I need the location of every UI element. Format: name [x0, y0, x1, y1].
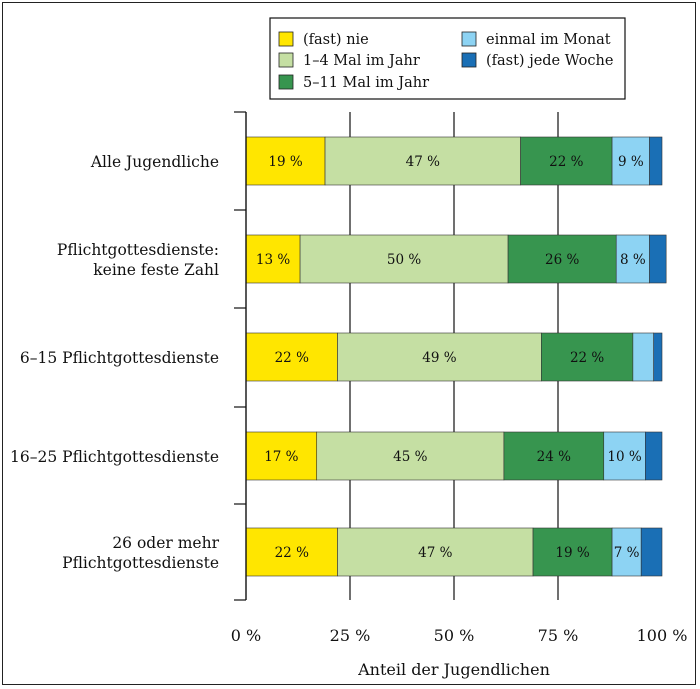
bar-segment	[615, 234, 650, 284]
category-label: Pflichtgottesdienste	[62, 554, 219, 572]
bar-segment	[324, 136, 521, 186]
bar-segment	[649, 234, 667, 284]
bar-segment	[245, 527, 338, 577]
legend-label: 5–11 Mal im Jahr	[303, 75, 429, 91]
legend-swatch	[461, 52, 477, 68]
bar-segment	[649, 136, 663, 186]
legend-box	[269, 17, 626, 100]
x-tick-label: 50 %	[434, 626, 475, 645]
data-label: 13 %	[256, 252, 290, 268]
data-label: 17 %	[264, 449, 298, 465]
bar-segment	[541, 332, 634, 382]
bar-segment	[503, 431, 605, 481]
bar-segment	[611, 527, 642, 577]
legend-label: 1–4 Mal im Jahr	[303, 53, 420, 69]
category-label: 26 oder mehr	[112, 534, 219, 552]
data-label: 22 %	[549, 154, 583, 170]
data-label: 26 %	[545, 252, 579, 268]
bar-segment	[645, 431, 663, 481]
bar-segment	[299, 234, 509, 284]
x-tick-label: 0 %	[231, 626, 261, 645]
data-label: 19 %	[268, 154, 302, 170]
data-label: 10 %	[607, 449, 641, 465]
data-label: 9 %	[618, 154, 644, 170]
category-label: keine feste Zahl	[93, 261, 219, 279]
x-tick-label: 25 %	[330, 626, 371, 645]
legend-swatch	[461, 31, 477, 47]
data-label: 50 %	[387, 252, 421, 268]
legend-swatch	[278, 31, 294, 47]
legend-swatch	[278, 74, 294, 90]
bar-segment	[520, 136, 613, 186]
bar-segment	[632, 332, 654, 382]
bar-segment	[653, 332, 663, 382]
bar-segment	[316, 431, 505, 481]
data-label: 8 %	[620, 252, 646, 268]
legend-label: (fast) jede Woche	[486, 53, 613, 69]
legend-label: (fast) nie	[303, 32, 369, 48]
bar-segment	[640, 527, 663, 577]
bar-segment	[245, 332, 338, 382]
bar-segment	[245, 136, 326, 186]
legend-swatch	[278, 52, 294, 68]
data-label: 24 %	[537, 449, 571, 465]
category-label: Pflichtgottesdienste:	[57, 241, 219, 259]
data-label: 47 %	[418, 545, 452, 561]
bar-segment	[603, 431, 646, 481]
category-label: 6–15 Pflichtgottesdienste	[20, 349, 219, 367]
data-label: 22 %	[275, 545, 309, 561]
category-label: Alle Jugendliche	[90, 153, 219, 171]
bar-segment	[245, 234, 301, 284]
data-label: 45 %	[393, 449, 427, 465]
legend-label: einmal im Monat	[486, 32, 611, 48]
data-label: 49 %	[422, 350, 456, 366]
x-axis-title: Anteil der Jugendlichen	[357, 660, 550, 679]
category-label: 16–25 Pflichtgottesdienste	[10, 448, 219, 466]
data-label: 19 %	[555, 545, 589, 561]
bar-segment	[245, 431, 318, 481]
data-label: 22 %	[570, 350, 604, 366]
x-tick-label: 100 %	[637, 626, 688, 645]
bar-segment	[337, 527, 534, 577]
bar-segment	[532, 527, 613, 577]
x-tick-label: 75 %	[538, 626, 579, 645]
bar-segment	[507, 234, 617, 284]
data-label: 47 %	[406, 154, 440, 170]
data-label: 22 %	[275, 350, 309, 366]
data-label: 7 %	[614, 545, 640, 561]
bar-segment	[611, 136, 650, 186]
